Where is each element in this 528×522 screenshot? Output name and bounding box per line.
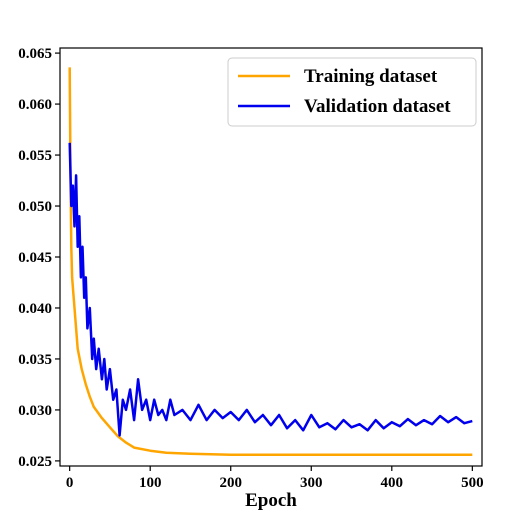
- legend-label-validation: Validation dataset: [304, 96, 451, 117]
- y-tick-label: 0.065: [18, 46, 52, 62]
- x-tick-label: 100: [139, 475, 162, 491]
- legend: Training dataset Validation dataset: [227, 57, 477, 127]
- y-tick-label: 0.050: [18, 199, 52, 215]
- x-axis-label: Epoch: [245, 490, 297, 511]
- legend-label-training: Training dataset: [304, 66, 438, 87]
- plot-area: [68, 67, 473, 457]
- y-tick-label: 0.045: [18, 250, 52, 266]
- training-dataset-line: [68, 67, 473, 457]
- x-tick-label: 200: [219, 475, 242, 491]
- validation-dataset-line: [68, 142, 473, 437]
- y-tick-label: 0.040: [18, 301, 52, 317]
- x-tick-label: 400: [381, 475, 404, 491]
- x-tick-label: 500: [461, 475, 484, 491]
- x-axis: 0 100 200 300 400 500: [66, 466, 484, 491]
- y-tick-label: 0.055: [18, 148, 52, 164]
- y-tick-label: 0.060: [18, 97, 52, 113]
- y-axis: 0.025 0.030 0.035 0.040 0.045 0.050 0.055 0.060…: [18, 46, 60, 470]
- y-tick-label: 0.035: [18, 352, 52, 368]
- x-tick-label: 0: [66, 475, 74, 491]
- y-tick-label: 0.025: [18, 454, 52, 470]
- x-tick-label: 300: [300, 475, 323, 491]
- y-tick-label: 0.030: [18, 403, 52, 419]
